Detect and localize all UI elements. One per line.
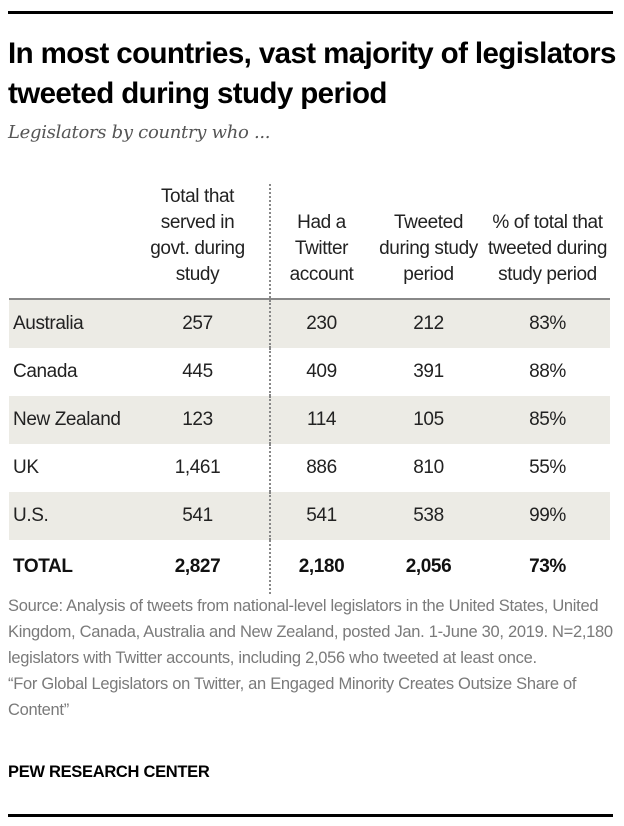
table-row: Australia 257 230 212 83% [9, 299, 610, 348]
cell-country: Australia [13, 313, 84, 334]
cell-pct: 88% [529, 361, 566, 382]
cell-tweeted: 2,056 [405, 556, 452, 577]
table-row: New Zealand 123 114 105 85% [9, 396, 610, 444]
cell-pct: 73% [529, 556, 566, 577]
notes: Source: Analysis of tweets from national… [8, 593, 618, 723]
cell-country: TOTAL [13, 556, 73, 577]
source-note: Source: Analysis of tweets from national… [8, 597, 613, 667]
table-row: UK 1,461 886 810 55% [9, 444, 610, 492]
table-row: Canada 445 409 391 88% [9, 348, 610, 396]
cell-tweeted: 105 [413, 409, 444, 430]
cell-tweeted: 538 [413, 505, 444, 526]
cell-pct: 83% [529, 313, 566, 334]
cell-twitter: 114 [269, 396, 372, 444]
brand-logo-text: PEW RESEARCH CENTER [8, 763, 210, 781]
header-country [9, 184, 140, 299]
cell-twitter: 409 [269, 348, 372, 396]
cell-tweeted: 391 [413, 361, 444, 382]
top-rule [8, 11, 613, 14]
header-twitter: Had a Twitter account [269, 184, 372, 299]
header-tweeted: Tweeted during study period [379, 212, 478, 285]
cell-twitter: 541 [269, 492, 372, 540]
cell-country: UK [13, 457, 39, 478]
cell-tweeted: 212 [413, 313, 444, 334]
cell-country: U.S. [13, 505, 49, 526]
cell-country: Canada [13, 361, 78, 382]
header-row: Total that served in govt. during study … [9, 184, 610, 299]
chart-subtitle: Legislators by country who ... [8, 122, 271, 143]
cell-total: 1,461 [174, 457, 221, 478]
cell-total: 2,827 [174, 556, 221, 577]
cell-twitter: 2,180 [269, 540, 372, 594]
cell-twitter: 886 [269, 444, 372, 492]
cell-pct: 55% [529, 457, 566, 478]
data-table: Total that served in govt. during study … [9, 184, 610, 594]
cell-pct: 85% [529, 409, 566, 430]
table-row: U.S. 541 541 538 99% [9, 492, 610, 540]
cell-total: 445 [182, 361, 213, 382]
cell-total: 123 [182, 409, 213, 430]
cell-tweeted: 810 [413, 457, 444, 478]
header-pct: % of total that tweeted during study per… [487, 212, 608, 285]
cell-twitter: 230 [269, 299, 372, 348]
cell-pct: 99% [529, 505, 566, 526]
report-title: “For Global Legislators on Twitter, an E… [8, 675, 577, 719]
cell-total: 257 [182, 313, 213, 334]
cell-total: 541 [182, 505, 213, 526]
cell-country: New Zealand [13, 409, 121, 430]
total-row: TOTAL 2,827 2,180 2,056 73% [9, 540, 610, 594]
bottom-rule [8, 814, 613, 817]
chart-title: In most countries, vast majority of legi… [8, 37, 616, 110]
header-total: Total that served in govt. during study [150, 186, 245, 285]
